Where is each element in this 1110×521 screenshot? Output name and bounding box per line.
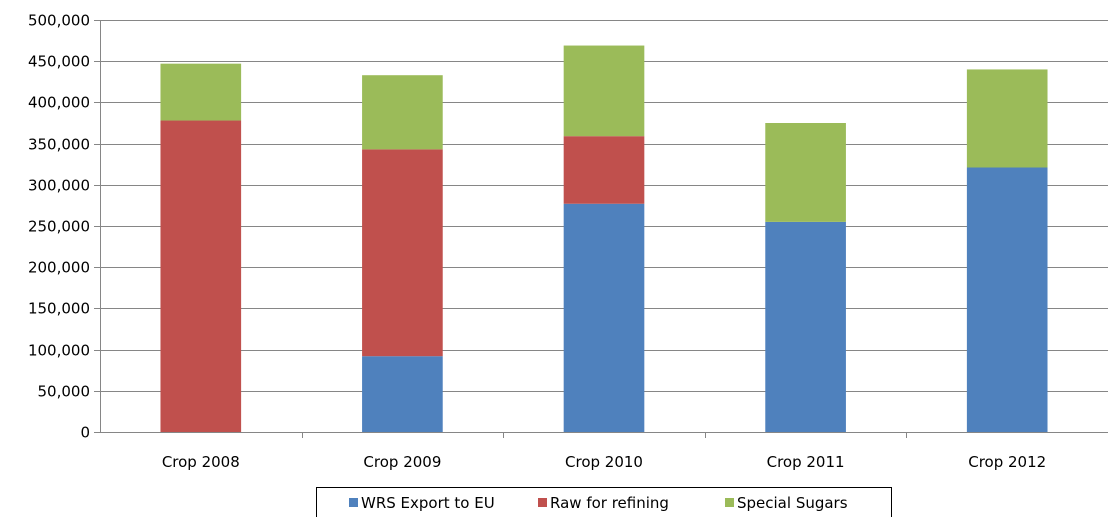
axes: 0 50,000 100,000 150,000 200,000 250,000 300,0…	[28, 12, 1108, 471]
legend-swatch	[725, 498, 734, 507]
legend-label: Raw for refining	[550, 494, 669, 512]
y-tick-label: 100,000	[28, 342, 90, 360]
legend-swatch	[349, 498, 358, 507]
y-tick-label: 250,000	[28, 218, 90, 236]
legend: WRS Export to EU Raw for refining Special …	[316, 487, 892, 518]
bar-segment	[362, 149, 443, 357]
bar-segment	[966, 69, 1048, 168]
bar-segment	[563, 136, 645, 204]
bar-segment	[765, 123, 846, 222]
bar-segment	[160, 63, 242, 121]
y-tick-label: 400,000	[28, 94, 90, 112]
bar-segment	[563, 203, 645, 432]
bars	[160, 45, 1048, 432]
legend-label: Special Sugars	[737, 494, 848, 512]
legend-label: WRS Export to EU	[361, 494, 495, 512]
y-tick-label: 500,000	[28, 12, 90, 30]
y-tick-label: 450,000	[28, 53, 90, 71]
x-tick-label: Crop 2008	[162, 453, 240, 471]
x-tick-label: Crop 2012	[968, 453, 1046, 471]
bar-segment	[765, 221, 846, 432]
legend-box	[316, 487, 892, 518]
x-tick-label: Crop 2010	[565, 453, 643, 471]
y-tick-label: 200,000	[28, 259, 90, 277]
bar-segment	[362, 75, 443, 150]
legend-swatch	[538, 498, 547, 507]
bar-segment	[563, 45, 645, 137]
y-tick-label: 350,000	[28, 136, 90, 154]
y-tick-label: 150,000	[28, 300, 90, 318]
y-tick-label: 300,000	[28, 177, 90, 195]
bar-segment	[966, 167, 1048, 432]
y-tick-label: 50,000	[38, 383, 91, 401]
bar-segment	[160, 120, 242, 432]
x-tick-label: Crop 2011	[767, 453, 845, 471]
bar-segment	[362, 356, 443, 432]
x-tick-label: Crop 2009	[363, 453, 441, 471]
y-tick-label: 0	[80, 424, 90, 442]
